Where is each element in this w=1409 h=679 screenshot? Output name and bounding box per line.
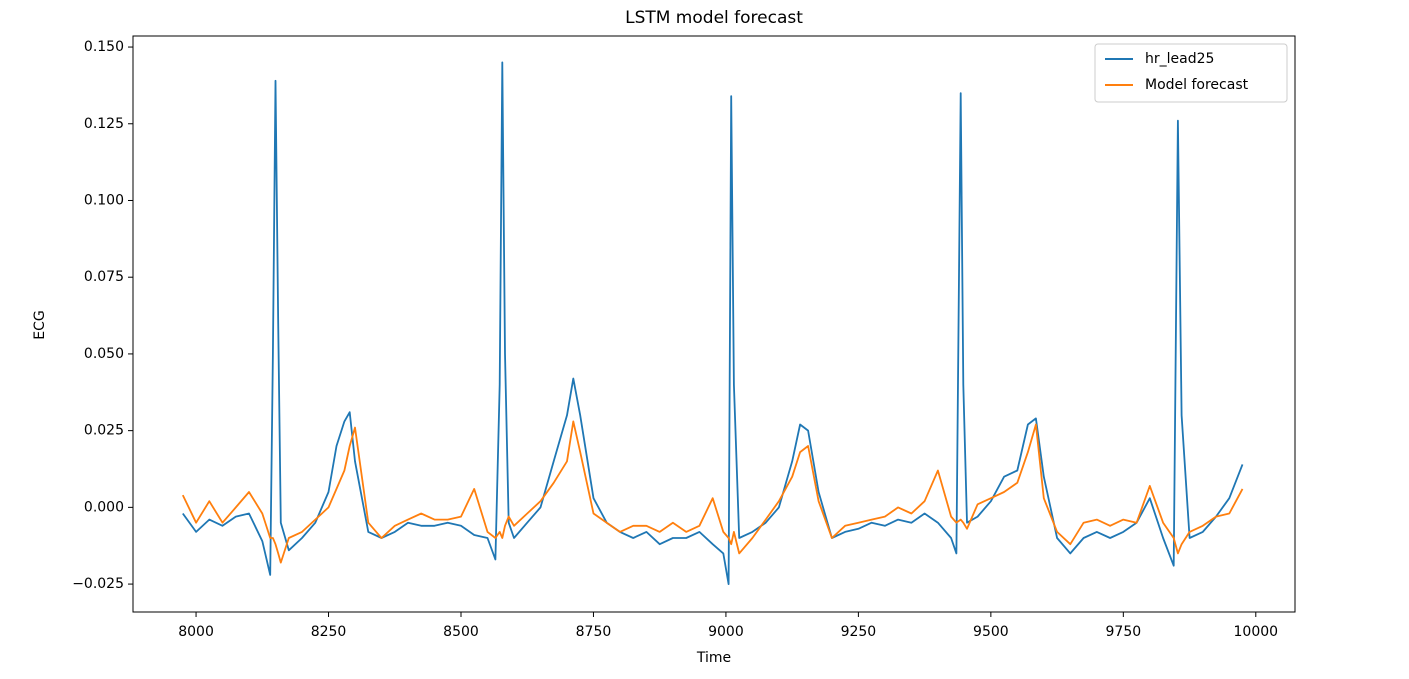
chart-title: LSTM model forecast: [625, 8, 803, 28]
series-line: [181, 420, 1244, 564]
y-tick-label: 0.050: [84, 346, 124, 362]
y-tick-label: −0.025: [72, 576, 124, 592]
x-tick-label: 9250: [841, 624, 877, 640]
x-tick-label: 8000: [178, 624, 214, 640]
y-tick-label: 0.150: [84, 39, 124, 55]
y-tick-label: 0.000: [84, 499, 124, 515]
x-tick-label: 9750: [1106, 624, 1142, 640]
x-tick-label: 9500: [973, 624, 1009, 640]
plot-frame: [132, 35, 1296, 613]
y-tick-label: 0.025: [84, 423, 124, 439]
y-tick-label: 0.125: [84, 116, 124, 132]
y-axis-label: ECG: [32, 310, 48, 339]
x-tick-label: 10000: [1234, 624, 1279, 640]
x-tick-label: 8250: [311, 624, 347, 640]
series-line: [182, 61, 1244, 585]
legend-box: [1094, 43, 1288, 103]
legend-label: Model forecast: [1145, 77, 1249, 93]
x-axis-label: Time: [696, 650, 731, 666]
x-tick-label: 8750: [576, 624, 612, 640]
y-tick-label: 0.075: [84, 269, 124, 285]
x-tick-label: 8500: [443, 624, 479, 640]
x-tick-label: 9000: [708, 624, 744, 640]
y-tick-label: 0.100: [84, 192, 124, 208]
legend-label: hr_lead25: [1145, 51, 1214, 67]
